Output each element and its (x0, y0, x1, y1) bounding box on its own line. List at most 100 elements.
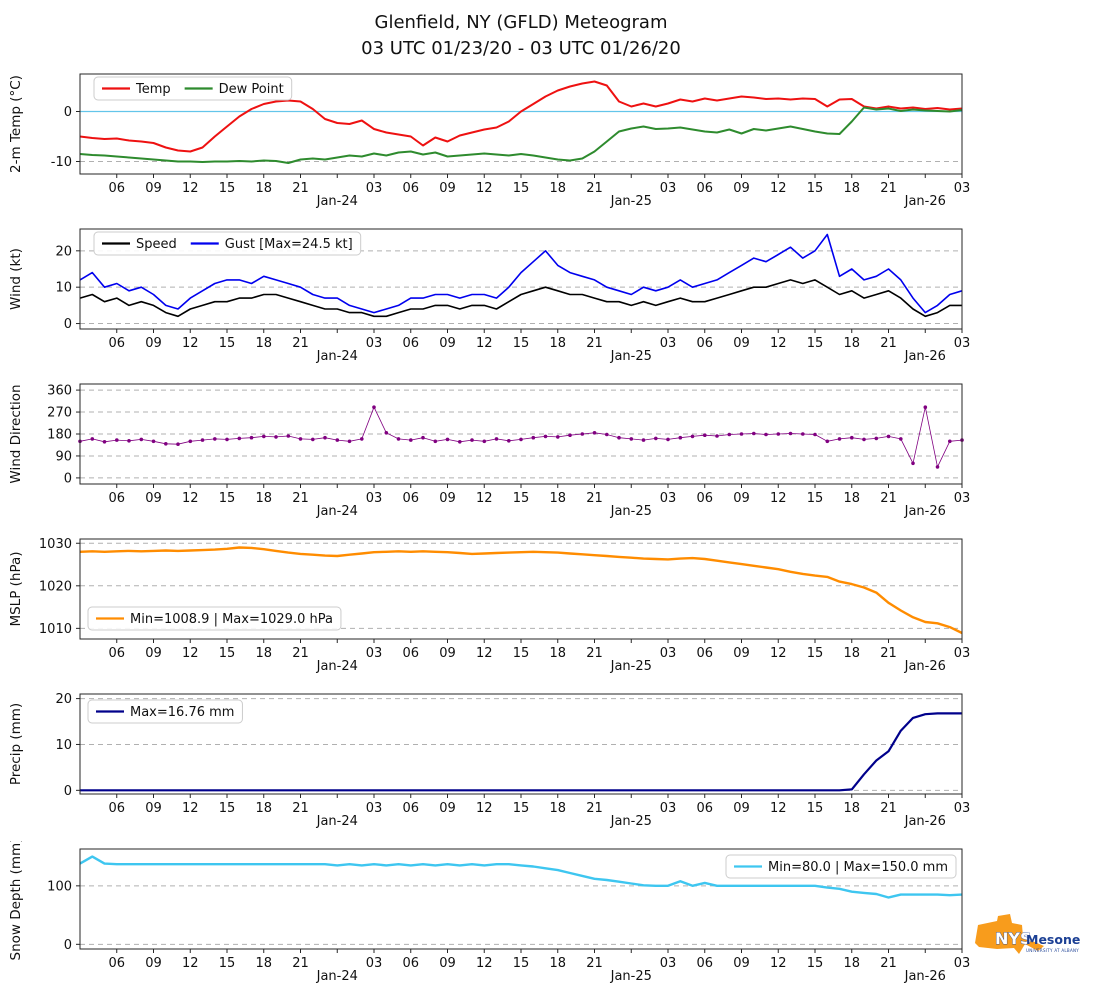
x-date-label: Jan-25 (610, 659, 652, 674)
panel-snow-depth-plot: 0 100 06 09 12 15 18 21 Jan-24 03 06 09 12 15 18 21 Jan-… (8, 841, 970, 984)
x-tick-label: 06 (108, 491, 125, 506)
y-tick-label: 0 (64, 784, 72, 799)
x-tick-label: 21 (880, 801, 897, 816)
x-tick-label: 18 (255, 491, 272, 506)
x-tick-label: 21 (292, 336, 309, 351)
series-marker (752, 431, 756, 436)
x-tick-label: 21 (586, 646, 603, 661)
x-tick-label: 21 (586, 336, 603, 351)
y-tick-label: 100 (47, 880, 72, 895)
x-tick-label: 18 (549, 491, 566, 506)
x-tick-label: 18 (843, 801, 860, 816)
series-marker (384, 431, 389, 435)
series-marker (948, 439, 952, 444)
x-tick-label: 15 (219, 336, 236, 351)
x-tick-label: 12 (770, 491, 787, 506)
series-marker (482, 439, 487, 444)
series-marker (641, 438, 646, 443)
series-marker (886, 434, 891, 439)
series-marker (200, 438, 205, 443)
series-marker (458, 440, 462, 444)
y-tick-label: 0 (64, 472, 72, 487)
y-tick-label: 20 (55, 245, 72, 260)
series-marker (862, 437, 866, 442)
series-marker (102, 440, 107, 444)
series-marker (311, 437, 315, 442)
x-tick-label: 18 (255, 801, 272, 816)
x-tick-label: 09 (145, 181, 162, 196)
series-precip (80, 712, 962, 792)
series-marker (715, 434, 719, 438)
y-tick-label: 1030 (39, 537, 72, 552)
x-tick-label: 21 (880, 491, 897, 506)
legend-label: Gust [Max=24.5 kt] (225, 237, 353, 252)
x-tick-label: 15 (219, 646, 236, 661)
series-marker (911, 461, 915, 466)
x-date-label: Jan-24 (316, 659, 358, 674)
x-tick-label: 09 (733, 956, 750, 971)
series-marker (176, 442, 180, 447)
x-tick-label: 03 (366, 956, 383, 971)
x-date-label: Jan-26 (904, 349, 946, 364)
y-tick-label: -10 (51, 155, 72, 170)
nys-mesonet-logo: NYS Mesonet UNIVERSITY AT ALBANY (968, 911, 1086, 973)
x-tick-label: 06 (402, 181, 419, 196)
series-marker (151, 439, 156, 444)
x-tick-label: 18 (843, 491, 860, 506)
x-tick-label: 03 (660, 336, 677, 351)
x-tick-label: 03 (366, 181, 383, 196)
y-axis-label: Wind (kt) (8, 248, 24, 310)
ny-state-shape-icon (975, 914, 1044, 954)
series-marker (874, 436, 879, 441)
series-marker (825, 439, 830, 444)
series-marker (531, 436, 536, 440)
x-date-label: Jan-24 (316, 194, 358, 209)
x-tick-label: 15 (513, 491, 530, 506)
x-tick-label: 06 (108, 801, 125, 816)
series-marker (470, 438, 474, 443)
panel-wind-plot: 0 10 20 06 09 12 15 18 21 Jan-24 03 06 09 12 15 18 21 Jan… (8, 228, 970, 364)
legend-label: Max=16.76 mm (130, 705, 234, 720)
logo-mesonet-text: Mesonet (1026, 932, 1080, 947)
series-marker (372, 405, 376, 410)
x-tick-label: 06 (402, 336, 419, 351)
x-tick-label: 09 (439, 646, 456, 661)
x-tick-label: 18 (255, 336, 272, 351)
x-tick-label: 12 (770, 801, 787, 816)
series-marker (421, 436, 425, 440)
x-tick-label: 21 (880, 956, 897, 971)
x-tick-label: 21 (292, 491, 309, 506)
series-mslp (79, 546, 963, 635)
x-tick-label: 18 (549, 956, 566, 971)
series-gust (79, 233, 963, 314)
series-marker (666, 437, 670, 442)
x-tick-label: 03 (366, 801, 383, 816)
x-tick-label: 15 (807, 336, 824, 351)
series-marker (298, 437, 303, 441)
x-tick-label: 12 (770, 336, 787, 351)
series-marker (605, 432, 609, 437)
x-date-label: Jan-24 (316, 969, 358, 984)
series-marker (433, 439, 438, 444)
x-tick-label: 15 (513, 646, 530, 661)
x-tick-label: 06 (696, 801, 713, 816)
series-dew-point (79, 106, 963, 165)
x-tick-label: 12 (770, 646, 787, 661)
x-tick-label: 09 (439, 336, 456, 351)
x-tick-label: 15 (807, 956, 824, 971)
series-marker (629, 437, 634, 441)
x-tick-label: 21 (292, 181, 309, 196)
legend-box (87, 699, 243, 724)
series-marker (494, 437, 499, 441)
series-marker (788, 431, 793, 436)
x-tick-label: 09 (733, 491, 750, 506)
series-marker (188, 439, 193, 444)
y-tick-label: 90 (55, 450, 72, 465)
series-marker (837, 437, 842, 441)
x-tick-label: 18 (255, 646, 272, 661)
x-tick-label: 06 (108, 336, 125, 351)
x-tick-label: 15 (807, 646, 824, 661)
x-tick-label: 15 (219, 801, 236, 816)
x-tick-label: 09 (733, 801, 750, 816)
